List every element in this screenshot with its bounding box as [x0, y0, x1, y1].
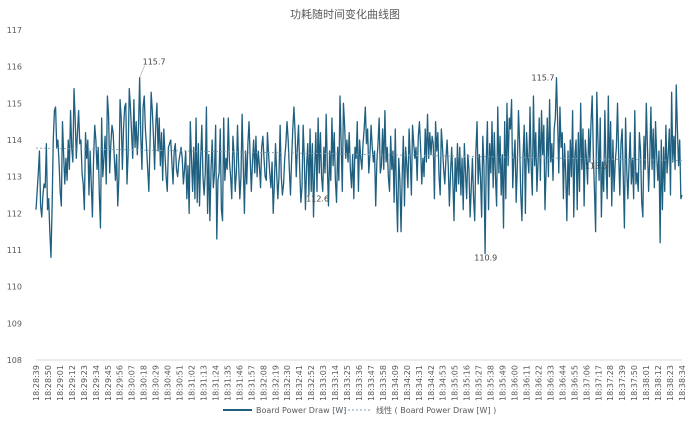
x-tick-label: 18:33:47 [367, 365, 376, 401]
y-tick-label: 110 [7, 283, 22, 292]
x-tick-label: 18:34:09 [391, 365, 400, 401]
x-tick-label: 18:34:53 [439, 365, 448, 401]
data-label-leader [139, 65, 145, 78]
data-label: 110.9 [474, 254, 497, 263]
x-tick-label: 18:34:31 [415, 365, 424, 401]
x-tick-label: 18:33:14 [331, 365, 340, 401]
x-tick-label: 18:31:13 [199, 365, 208, 401]
x-tick-label: 18:32:08 [259, 365, 268, 401]
y-axis: 108 109 110 111 112 113 114 115 116 117 [7, 26, 22, 365]
y-tick-label: 111 [7, 246, 22, 255]
x-tick-label: 18:37:50 [630, 365, 639, 401]
data-label: 112.6 [306, 194, 329, 203]
data-label: 113.5 [585, 161, 608, 170]
x-tick-label: 18:30:51 [176, 365, 185, 401]
x-tick-label: 18:29:12 [68, 365, 77, 401]
x-tick-label: 18:32:30 [283, 365, 292, 401]
x-tick-label: 18:31:24 [211, 365, 220, 401]
y-tick-label: 114 [7, 136, 22, 145]
x-tick-label: 18:32:52 [307, 365, 316, 401]
y-tick-label: 109 [7, 319, 22, 328]
y-tick-label: 117 [7, 26, 22, 35]
x-tick-label: 18:31:57 [247, 365, 256, 401]
x-tick-label: 18:37:17 [594, 365, 603, 401]
x-tick-label: 18:34:42 [427, 365, 436, 401]
x-tick-label: 18:31:35 [223, 365, 232, 401]
series-line-board-power-draw [35, 77, 683, 258]
legend-label-trendline: 线性 ( Board Power Draw [W] ) [376, 405, 496, 415]
x-tick-label: 18:36:00 [511, 365, 520, 401]
y-tick-label: 113 [7, 173, 22, 182]
legend-label-series: Board Power Draw [W] [256, 406, 346, 415]
x-tick-label: 18:29:34 [92, 365, 101, 401]
x-tick-label: 18:38:23 [666, 365, 675, 401]
x-tick-label: 18:34:20 [403, 365, 412, 401]
x-tick-label: 18:33:03 [319, 365, 328, 401]
legend: Board Power Draw [W] 线性 ( Board Power Dr… [223, 405, 496, 415]
x-axis: 18:28:39 18:28:50 18:29:01 18:29:12 18:29:23… [32, 359, 687, 401]
x-tick-label: 18:28:50 [44, 365, 53, 401]
x-tick-label: 18:38:01 [642, 365, 651, 401]
y-tick-label: 112 [7, 209, 22, 218]
x-tick-label: 18:29:56 [116, 365, 125, 401]
x-tick-label: 18:30:18 [140, 365, 149, 401]
chart-title: 功耗随时间变化曲线图 [290, 7, 400, 21]
x-tick-label: 18:36:33 [546, 365, 555, 401]
x-tick-label: 18:29:23 [80, 365, 89, 401]
y-tick-label: 116 [7, 63, 22, 72]
x-tick-label: 18:32:41 [295, 365, 304, 401]
x-tick-label: 18:33:36 [355, 365, 364, 401]
x-tick-label: 18:35:38 [487, 365, 496, 401]
x-tick-label: 18:30:40 [164, 365, 173, 401]
x-tick-label: 18:36:55 [570, 365, 579, 401]
x-tick-label: 18:28:39 [32, 365, 41, 401]
x-tick-label: 18:30:29 [152, 365, 161, 401]
x-tick-label: 18:30:07 [128, 365, 137, 401]
x-tick-label: 18:38:34 [678, 365, 687, 401]
data-label: 115.7 [143, 58, 166, 67]
data-labels: 115.7 112.6 110.9 115.7 113.5 [139, 58, 608, 263]
x-tick-label: 18:38:12 [654, 365, 663, 401]
x-tick-label: 18:35:49 [499, 365, 508, 401]
x-tick-label: 18:31:46 [235, 365, 244, 401]
x-tick-label: 18:31:02 [188, 365, 197, 401]
plot-area [35, 77, 683, 258]
x-tick-label: 18:29:01 [56, 365, 65, 401]
x-tick-label: 18:32:19 [271, 365, 280, 401]
x-tick-label: 18:37:06 [582, 365, 591, 401]
x-tick-label: 18:29:45 [104, 365, 113, 401]
x-tick-label: 18:36:22 [534, 365, 543, 401]
x-tick-label: 18:37:39 [618, 365, 627, 401]
x-tick-label: 18:35:27 [475, 365, 484, 401]
x-tick-label: 18:37:28 [606, 365, 615, 401]
x-tick-label: 18:33:25 [343, 365, 352, 401]
x-tick-label: 18:36:44 [558, 365, 567, 401]
x-tick-label: 18:33:58 [379, 365, 388, 401]
x-tick-label: 18:35:16 [463, 365, 472, 401]
x-tick-label: 18:35:05 [451, 365, 460, 401]
x-tick-label: 18:36:11 [522, 365, 531, 401]
y-tick-label: 115 [7, 99, 22, 108]
y-tick-label: 108 [7, 356, 22, 365]
data-label: 115.7 [532, 74, 555, 83]
